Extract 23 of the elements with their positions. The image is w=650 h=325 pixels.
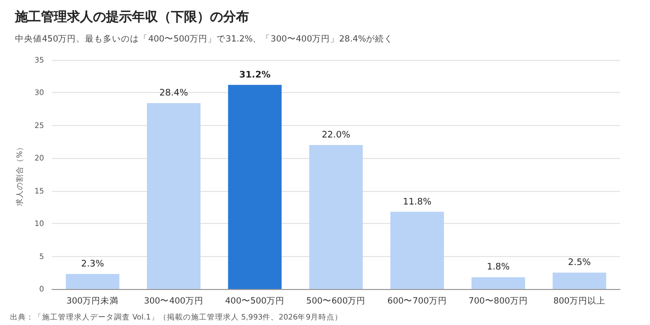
data-label: 31.2% bbox=[239, 70, 270, 80]
chart-title: 施工管理求人の提示年収（下限）の分布 bbox=[14, 9, 249, 25]
data-label: 2.5% bbox=[568, 258, 592, 268]
data-label: 2.3% bbox=[81, 259, 104, 270]
bar bbox=[472, 277, 526, 289]
bar bbox=[309, 145, 363, 289]
x-tick-label: 400〜500万円 bbox=[225, 296, 285, 306]
x-tick-label: 800万円以上 bbox=[553, 296, 606, 306]
x-tick-label: 300〜400万円 bbox=[144, 296, 204, 306]
data-label: 1.8% bbox=[486, 262, 510, 273]
data-label: 28.4% bbox=[159, 88, 188, 99]
x-tick-label: 700〜800万円 bbox=[468, 296, 528, 306]
data-label: 22.0% bbox=[322, 130, 351, 141]
bar bbox=[228, 84, 282, 289]
bar bbox=[66, 274, 120, 289]
x-tick-label: 300万円未満 bbox=[66, 296, 119, 306]
bar bbox=[390, 212, 444, 289]
x-tick-label: 600〜700万円 bbox=[387, 296, 447, 306]
chart-subtitle: 中央値450万円。最も多いのは「400〜500万円」で31.2%、「300〜400万円」28.4%が続く bbox=[15, 34, 394, 44]
data-label: 11.8% bbox=[402, 197, 432, 208]
bar bbox=[552, 272, 606, 289]
bar bbox=[146, 103, 200, 289]
x-tick-label: 500〜600万円 bbox=[306, 296, 366, 306]
